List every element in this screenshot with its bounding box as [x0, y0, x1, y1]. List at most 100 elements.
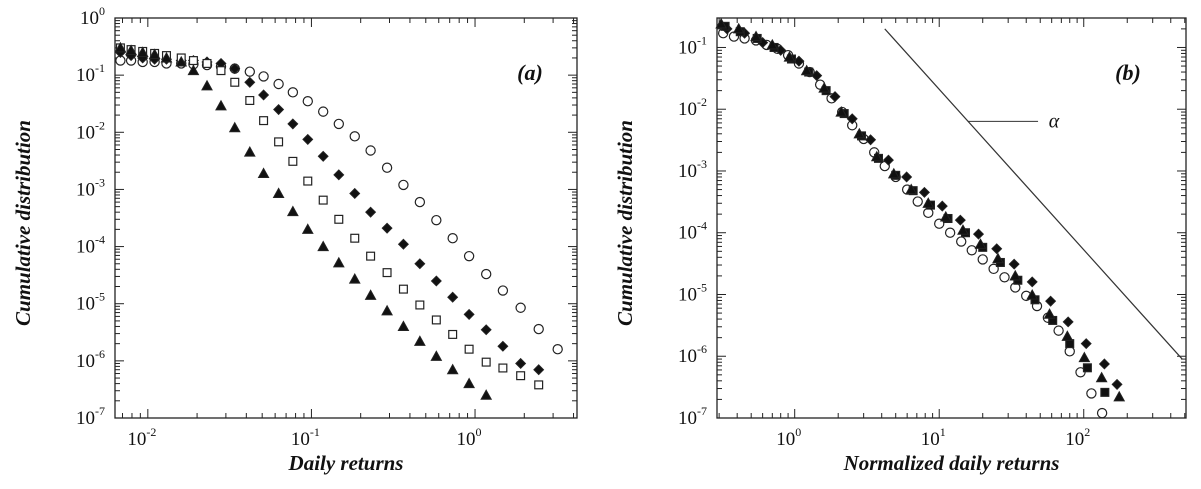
- data-point-triangle-filled: [228, 121, 241, 133]
- x-tick-label: 100: [776, 425, 801, 450]
- data-point-triangle-filled: [125, 44, 137, 56]
- x-axis: 10-2 10-1 100: [121, 18, 575, 450]
- data-point-triangle-filled: [317, 240, 330, 252]
- data-point-triangle-filled: [1043, 308, 1056, 319]
- data-point-circle-open: [1096, 407, 1108, 419]
- data-point-triangle-filled: [1095, 371, 1108, 383]
- data-point-triangle-filled: [286, 205, 299, 217]
- series-triangle-filled: [715, 17, 1126, 402]
- data-point-triangle-filled: [397, 320, 410, 332]
- data-point-square-filled: [1082, 363, 1092, 373]
- data-point-diamond-filled: [244, 76, 256, 88]
- data-point-circle-open: [956, 236, 967, 247]
- data-point-square-open: [288, 156, 298, 166]
- data-point-square-filled: [1100, 387, 1110, 397]
- data-point-triangle-filled: [187, 64, 200, 76]
- data-point-circle-open: [1086, 388, 1097, 399]
- data-point-square-open: [516, 371, 526, 381]
- y-tick-label: 10-3: [678, 157, 707, 182]
- data-point-square-open: [464, 344, 474, 354]
- data-point-square-open: [230, 77, 240, 87]
- data-point-triangle-filled: [175, 55, 188, 67]
- data-point-circle-open: [349, 131, 360, 142]
- data-point-square-open: [481, 357, 491, 367]
- y-tick-label: 10-1: [678, 33, 707, 58]
- x-axis: 100 101 102: [718, 18, 1186, 450]
- data-point-circle-open: [302, 95, 313, 107]
- y-tick-label: 10-6: [76, 347, 105, 372]
- data-point-circle-open: [365, 145, 376, 156]
- data-point-diamond-filled: [1008, 258, 1020, 270]
- x-tick-label: 100: [457, 425, 482, 450]
- data-point-triangle-filled: [974, 238, 987, 249]
- data-point-diamond-filled: [1045, 295, 1057, 307]
- data-point-diamond-filled: [317, 150, 329, 162]
- data-point-triangle-filled: [148, 48, 161, 60]
- data-point-diamond-filled: [447, 291, 459, 303]
- data-point-triangle-filled: [257, 167, 270, 179]
- y-tick-label: 10-5: [76, 290, 105, 315]
- data-point-triangle-filled: [992, 252, 1004, 264]
- data-point-triangle-filled: [136, 46, 149, 57]
- data-point-square-open: [274, 137, 284, 147]
- data-point-diamond-filled: [1026, 276, 1038, 288]
- data-point-square-open: [382, 268, 392, 278]
- data-point-circle-open: [287, 87, 299, 98]
- data-point-square-open: [398, 284, 408, 294]
- data-point-triangle-filled: [818, 81, 831, 93]
- data-point-triangle-filled: [715, 17, 728, 29]
- data-point-triangle-filled: [800, 64, 813, 76]
- data-point-triangle-filled: [783, 50, 796, 62]
- y-tick-label: 10-7: [678, 404, 707, 429]
- data-point-triangle-filled: [957, 224, 969, 235]
- y-tick-label: 10-4: [76, 233, 105, 258]
- series-circle-open: [115, 55, 563, 355]
- data-point-diamond-filled: [901, 171, 913, 183]
- y-axis-label: Cumulative distribution: [11, 120, 35, 326]
- panel-label: (a): [517, 60, 543, 85]
- data-point-circle-open: [999, 272, 1010, 283]
- data-point-diamond-filled: [463, 308, 475, 320]
- y-tick-label: 10-2: [678, 95, 707, 120]
- data-point-diamond-filled: [972, 228, 985, 240]
- data-point-triangle-filled: [332, 256, 345, 268]
- data-point-diamond-filled: [381, 222, 393, 234]
- data-point-diamond-filled: [497, 340, 509, 352]
- x-tick-label: 10-1: [291, 425, 320, 450]
- data-point-diamond-filled: [515, 357, 527, 370]
- data-point-circle-open: [431, 214, 442, 226]
- data-point-triangle-filled: [905, 183, 918, 195]
- data-point-diamond-filled: [865, 134, 877, 146]
- data-point-diamond-filled: [936, 200, 948, 212]
- data-point-triangle-filled: [348, 272, 361, 284]
- panel-label: (b): [1115, 60, 1141, 85]
- y-tick-label: 10-2: [76, 118, 105, 143]
- x-tick-label: 101: [921, 425, 946, 450]
- series-square-filled: [720, 21, 1110, 397]
- y-tick-label: 10-3: [76, 175, 105, 200]
- data-point-triangle-filled: [463, 377, 476, 389]
- series-diamond-filled: [114, 46, 545, 376]
- x-tick-label: 10-2: [127, 425, 156, 450]
- data-point-circle-open: [447, 233, 458, 244]
- data-point-triangle-filled: [446, 363, 459, 375]
- data-point-diamond-filled: [1098, 358, 1110, 370]
- data-point-diamond-filled: [846, 113, 858, 125]
- data-point-triangle-filled: [272, 187, 285, 199]
- data-point-triangle-filled: [381, 304, 393, 316]
- data-point-triangle-filled: [1113, 390, 1126, 402]
- data-point-square-open: [415, 300, 425, 310]
- y-tick-label: 10-6: [678, 342, 707, 367]
- series-circle-open: [717, 28, 1108, 419]
- plot-frame: [716, 17, 1187, 419]
- data-point-diamond-filled: [430, 275, 442, 287]
- data-point-circle-open: [515, 302, 526, 313]
- y-axis: 100 10-1 10-2 10-3 10-4 10-5 10-6 10-7: [76, 4, 577, 429]
- data-point-diamond-filled: [287, 118, 299, 130]
- data-point-triangle-filled: [480, 389, 493, 400]
- x-tick-label: 102: [1065, 425, 1090, 450]
- y-tick-label: 10-4: [678, 219, 707, 244]
- data-point-circle-open: [944, 227, 956, 238]
- y-tick-label: 10-5: [678, 280, 707, 305]
